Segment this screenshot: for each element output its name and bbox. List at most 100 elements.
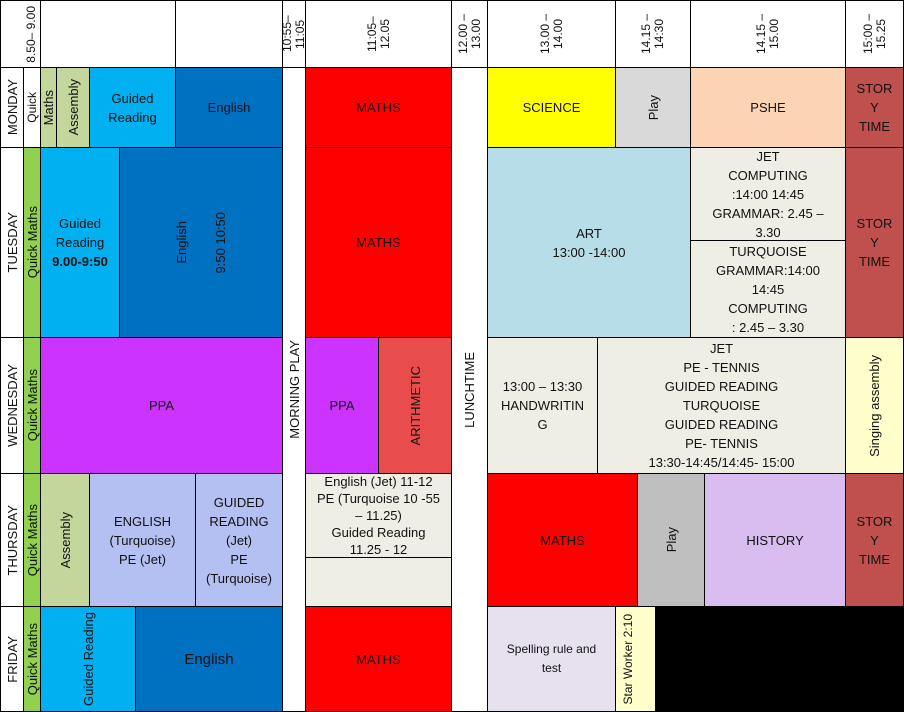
friday-spelling-test: Spelling rule and test [487, 606, 616, 712]
cell-text: PSHE [750, 100, 786, 115]
quick-text: Quick [25, 92, 39, 123]
cell-text: MATHS [540, 532, 585, 548]
cell-text: English [207, 100, 251, 115]
cell-text: MATHS [356, 100, 401, 115]
cell-text: PPA [148, 398, 175, 413]
cell-text: – 11.25) [355, 508, 402, 523]
cell-text: Play [663, 527, 679, 553]
time-label: 8.50– 9.00 [23, 5, 38, 63]
cell-text: SCIENCE [522, 100, 581, 115]
cell-text: English (Jet) 11-12 [324, 474, 433, 489]
cell-text: HANDWRITIN [500, 398, 585, 413]
time-label: 13.00 – 14.00 [537, 13, 565, 55]
cell-text: (Turquoise) [109, 532, 176, 548]
cell-text: STOR Y TIME [856, 81, 893, 134]
tuesday-maths: MATHS [305, 147, 452, 338]
lunchtime-label: LUNCHTIME [462, 351, 477, 428]
thursday-play: Play [637, 473, 705, 607]
cell-time: 9.00-9:50 [52, 254, 108, 269]
day-label-friday: FRIDAY [0, 606, 24, 712]
cell-text: :14:00 14:45 [731, 186, 805, 202]
day-label-monday: MONDAY [0, 67, 24, 148]
wednesday-singing-assembly: Singing assembly [845, 337, 904, 474]
cell-text: READING [209, 513, 269, 529]
time-label: 12.00 – 13.00 [455, 13, 483, 55]
monday-story-time: STOR Y TIME [845, 67, 904, 148]
quick-maths-label: Quick Maths [24, 369, 40, 442]
header-time-1415b: 14.15 – 15.00 [690, 0, 846, 68]
thursday-maths: MATHS [487, 473, 638, 607]
cell-text: PE- TENNIS [685, 436, 758, 451]
cell-text: English [174, 221, 189, 264]
cell-text: Spelling rule and test [506, 642, 597, 675]
tuesday-art: ART 13:00 -14:00 [487, 147, 691, 338]
wednesday-arithmetic: ARITHMETIC [378, 337, 452, 474]
friday-star-worker: Star Worker 2:10 [615, 606, 656, 712]
day-text: THURSDAY [4, 504, 20, 576]
cell-text: Guided Reading [108, 90, 157, 125]
thursday-history: HISTORY [704, 473, 846, 607]
cell-text: PE (Turquoise 10 -55 [316, 491, 441, 506]
cell-time: 13:00 -14:00 [552, 244, 626, 260]
day-label-tuesday: TUESDAY [0, 147, 24, 338]
tuesday-quick-maths: Quick Maths [23, 147, 41, 338]
friday-maths: MATHS [305, 606, 452, 712]
header-blank-2 [175, 0, 283, 68]
thursday-english-pe-reading: English (Jet) 11-12 PE (Turquoise 10 -55… [305, 473, 452, 558]
cell-text: Star Worker 2:10 [620, 613, 635, 705]
quick-maths-label: Quick Maths [24, 503, 40, 577]
cell-text: (Turquoise) [206, 570, 272, 586]
cell-text: MATHS [356, 651, 401, 667]
cell-text: PE [230, 551, 248, 567]
thursday-quick-maths: Quick Maths [23, 473, 41, 607]
morning-play-column: MORNING PLAY [282, 67, 306, 712]
monday-english: English [175, 67, 283, 148]
thursday-story-time: STOR Y TIME [845, 473, 904, 607]
quick-maths-label: Quick Maths [24, 206, 40, 279]
header-time-1200: 12.00 – 13.00 [451, 0, 488, 68]
cell-text: HISTORY [746, 532, 804, 548]
morning-play-label: MORNING PLAY [286, 340, 302, 439]
cell-text: Assembly [57, 511, 73, 569]
wednesday-handwriting: 13:00 – 13:30 HANDWRITIN G [487, 337, 598, 474]
time-label: 15:00 – 15.25 [860, 13, 888, 55]
tuesday-english: English 9:50 10:50 [119, 147, 283, 338]
cell-text: STOR Y TIME [856, 513, 893, 567]
cell-text: (Jet) [226, 532, 252, 548]
cell-text: 3.30 [755, 224, 781, 240]
tuesday-jet: JET COMPUTING :14:00 14:45 GRAMMAR: 2.45… [690, 147, 846, 241]
day-text: FRIDAY [4, 635, 20, 683]
cell-text: : 2.45 – 3.30 [731, 319, 805, 335]
tuesday-story-time: STOR Y TIME [845, 147, 904, 338]
cell-text: JET [709, 341, 734, 356]
header-time-1055: 10:55– 11:05 [282, 0, 306, 68]
cell-text: Guided Reading [55, 216, 105, 250]
monday-maths: Maths [40, 67, 57, 148]
thursday-guided-reading-pe: GUIDED READING (Jet) PE (Turquoise) [195, 473, 283, 607]
header-time-1415a: 14.15 – 14:30 [615, 0, 691, 68]
tuesday-guided-reading: Guided Reading 9.00-9:50 [40, 147, 120, 338]
cell-text: 13:30-14:45/14:45- 15:00 [648, 455, 795, 470]
cell-text: Play [645, 94, 661, 121]
thursday-blank-cell [305, 557, 452, 607]
monday-maths-main: MATHS [305, 67, 452, 148]
monday-play: Play [615, 67, 691, 148]
monday-pshe: PSHE [690, 67, 846, 148]
cell-text: GUIDED READING [664, 379, 779, 394]
cell-text: ART [576, 225, 602, 241]
day-label-thursday: THURSDAY [0, 473, 24, 607]
monday-quick-maths: Quick [23, 67, 41, 148]
cell-text: ENGLISH [113, 513, 172, 529]
header-blank-1 [40, 0, 176, 68]
cell-text: ARITHMETIC [407, 365, 423, 446]
cell-text: Maths [41, 89, 56, 126]
monday-science: SCIENCE [487, 67, 616, 148]
cell-text: Guided Reading [81, 612, 96, 706]
cell-text: COMPUTING [728, 167, 808, 183]
wednesday-ppa-2: PPA [305, 337, 379, 474]
cell-text: Assembly [65, 79, 81, 136]
friday-english: English [135, 606, 283, 712]
cell-text: PE - TENNIS [683, 360, 760, 375]
cell-text: 13:00 – 13:30 [502, 379, 583, 394]
friday-black-block [655, 606, 904, 712]
